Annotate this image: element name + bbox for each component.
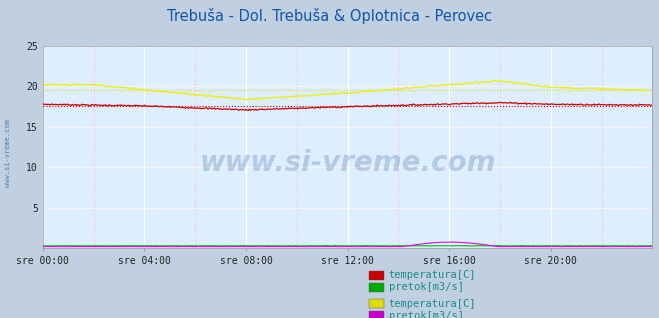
Text: www.si-vreme.com: www.si-vreme.com — [200, 149, 496, 177]
Text: Trebuša - Dol. Trebuša & Oplotnica - Perovec: Trebuša - Dol. Trebuša & Oplotnica - Per… — [167, 8, 492, 24]
Text: temperatura[C]: temperatura[C] — [389, 299, 476, 309]
Text: pretok[m3/s]: pretok[m3/s] — [389, 282, 464, 292]
Text: www.si-vreme.com: www.si-vreme.com — [5, 119, 11, 187]
Text: pretok[m3/s]: pretok[m3/s] — [389, 311, 464, 318]
Text: temperatura[C]: temperatura[C] — [389, 270, 476, 280]
